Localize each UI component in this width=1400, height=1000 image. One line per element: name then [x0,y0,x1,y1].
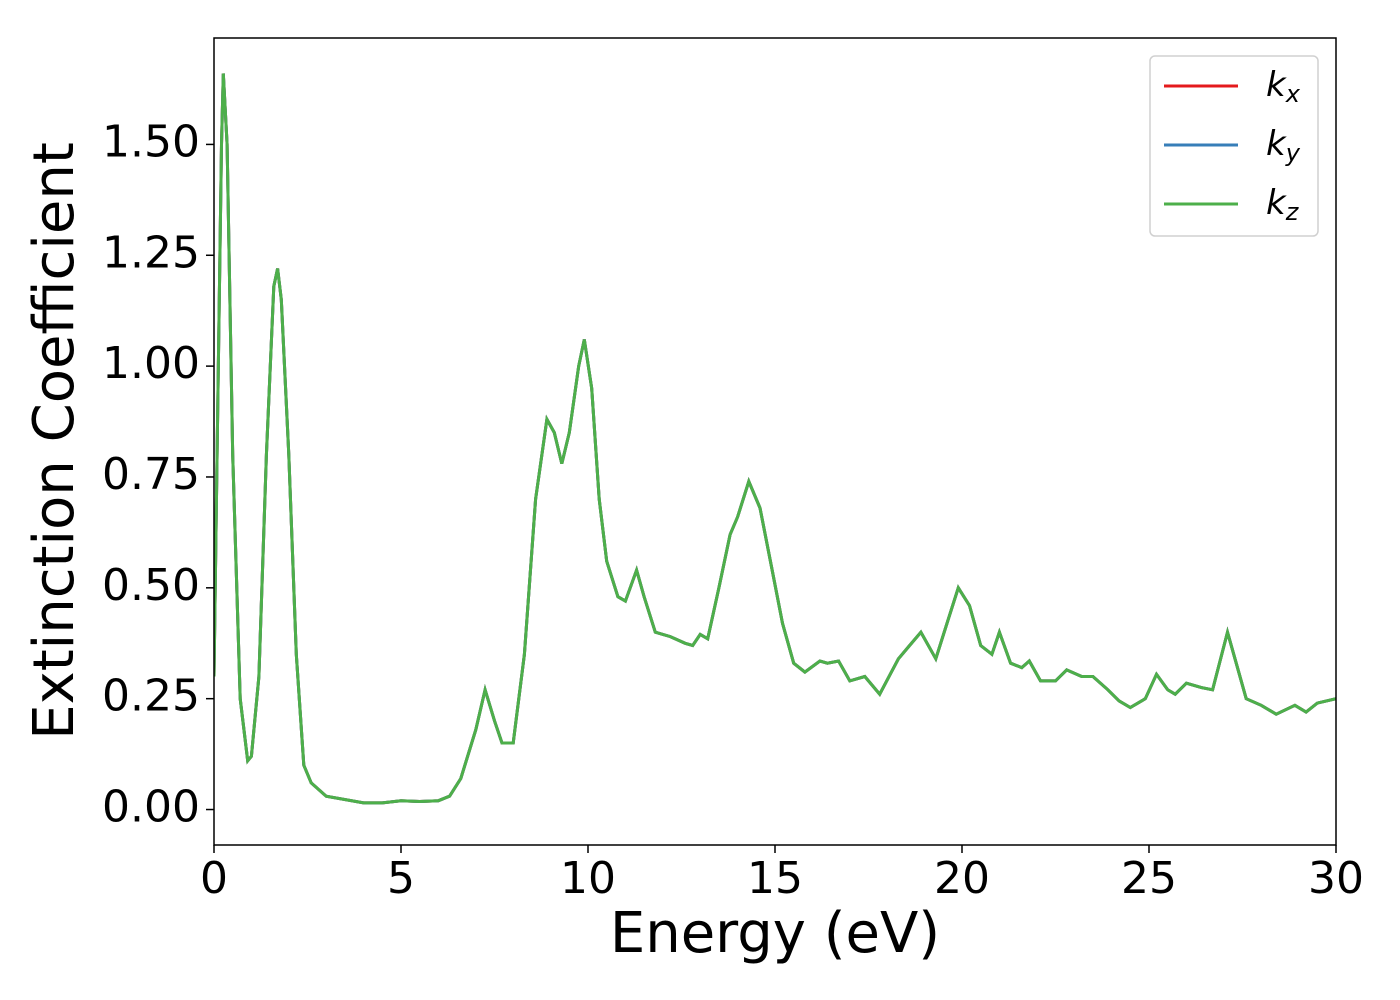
x-tick-label: 10 [560,853,616,904]
y-tick-label: 0.00 [102,782,200,833]
x-tick-label: 30 [1308,853,1364,904]
legend-label: kz [1266,183,1300,227]
y-tick-label: 0.75 [102,449,200,500]
x-tick-label: 25 [1121,853,1177,904]
x-tick-label: 0 [200,853,228,904]
x-tick-label: 5 [387,853,415,904]
y-tick-label: 0.50 [102,560,200,611]
y-tick-label: 0.25 [102,671,200,722]
y-tick-label: 1.00 [102,338,200,389]
series-line [214,73,1336,805]
x-axis-label: Energy (eV) [610,901,940,966]
y-axis-label: Extinction Coefficient [22,142,87,740]
legend-label: ky [1266,124,1301,168]
x-tick-label: 20 [934,853,990,904]
x-tick-label: 15 [747,853,803,904]
y-tick-label: 1.25 [102,227,200,278]
legend-label: kx [1266,65,1301,109]
y-tick-label: 1.50 [102,116,200,167]
plot-frame [213,37,1337,846]
